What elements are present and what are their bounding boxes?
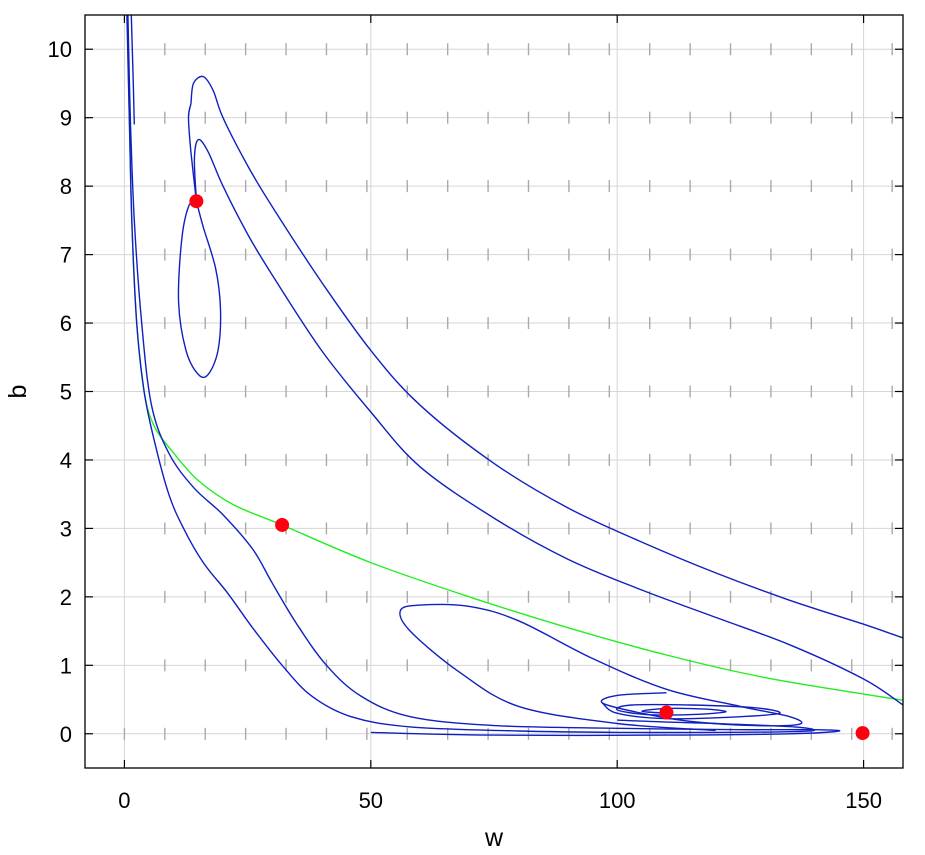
trajectory-curve bbox=[126, 15, 816, 734]
y-tick-label: 4 bbox=[60, 448, 72, 473]
equilibrium-point bbox=[189, 194, 204, 209]
trajectory-curve bbox=[130, 15, 135, 125]
equilibrium-points bbox=[189, 194, 870, 741]
trajectory-curve bbox=[193, 138, 903, 706]
x-tick-label: 100 bbox=[599, 788, 636, 813]
axis-ticks: 0 50 100 150 0 1 2 3 4 5 6 7 8 9 10 bbox=[48, 15, 903, 813]
y-tick-label: 2 bbox=[60, 585, 72, 610]
y-tick-label: 9 bbox=[60, 106, 72, 131]
x-tick-label: 150 bbox=[845, 788, 882, 813]
grid bbox=[85, 15, 903, 768]
x-tick-label: 50 bbox=[359, 788, 383, 813]
y-tick-label: 8 bbox=[60, 174, 72, 199]
trajectory-curve bbox=[399, 603, 803, 732]
y-tick-label: 3 bbox=[60, 516, 72, 541]
y-tick-label: 0 bbox=[60, 722, 72, 747]
x-axis-label: w bbox=[484, 824, 504, 852]
y-tick-label: 1 bbox=[60, 653, 72, 678]
trajectory-curve bbox=[127, 15, 841, 737]
trajectory-curve bbox=[601, 702, 781, 720]
trajectory-curve bbox=[177, 200, 222, 379]
trajectories bbox=[126, 15, 903, 737]
x-tick-label: 0 bbox=[118, 788, 130, 813]
y-tick-label: 5 bbox=[60, 380, 72, 405]
y-tick-label: 7 bbox=[60, 243, 72, 268]
trajectory-curve bbox=[190, 75, 903, 639]
trajectory-curve bbox=[187, 103, 198, 202]
equilibrium-point bbox=[275, 517, 290, 532]
direction-field bbox=[123, 43, 893, 740]
equilibrium-point bbox=[855, 726, 870, 741]
y-axis-label: b bbox=[4, 385, 32, 399]
y-tick-label: 6 bbox=[60, 311, 72, 336]
equilibrium-point bbox=[659, 705, 674, 720]
y-tick-label: 10 bbox=[48, 37, 72, 62]
